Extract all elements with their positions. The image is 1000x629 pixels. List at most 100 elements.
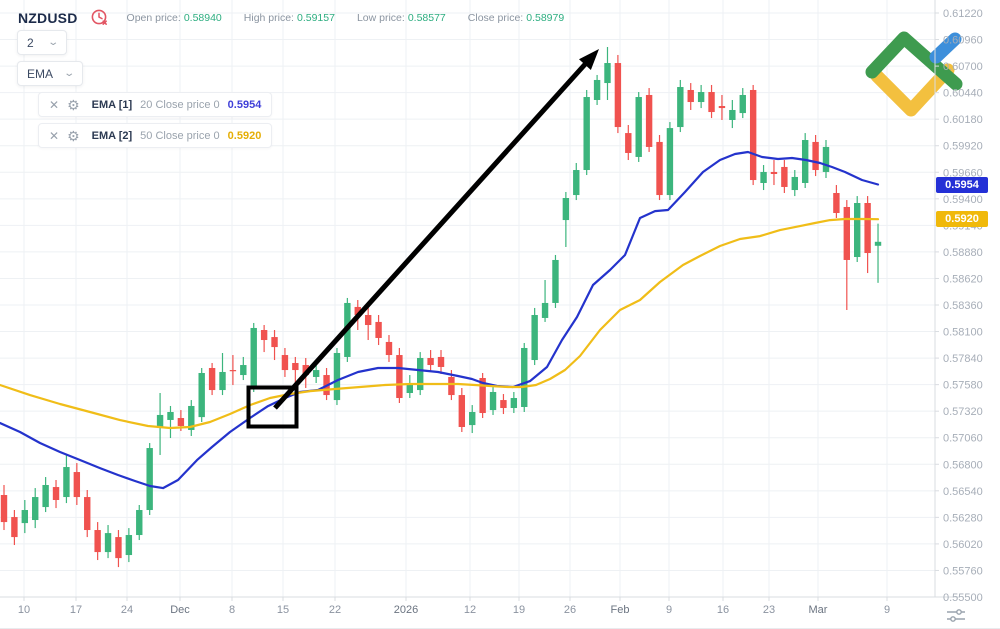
y-tick-label: 0.56020: [943, 539, 983, 551]
candle-body: [739, 94, 746, 114]
candle-body: [437, 356, 445, 367]
ema20-price-badge: 0.5954: [936, 177, 988, 193]
candle-body: [573, 170, 580, 196]
y-tick-label: 0.57060: [943, 433, 983, 445]
candle-body: [801, 140, 809, 183]
candle-body: [479, 378, 486, 414]
candle-body: [21, 510, 29, 524]
candle-body: [552, 259, 559, 303]
candle-body: [656, 141, 663, 196]
candle-body: [260, 330, 268, 341]
candle-body: [396, 355, 403, 399]
ema20-line: [0, 150, 880, 490]
x-tick-label: Feb: [611, 604, 630, 616]
y-tick-label: 0.59660: [943, 167, 983, 179]
candle-body: [489, 391, 497, 411]
candle-body: [583, 97, 590, 171]
x-tick-label: 12: [464, 604, 476, 616]
y-tick-label: 0.56540: [943, 486, 983, 498]
x-tick-label: 22: [329, 604, 341, 616]
candle-body: [427, 357, 434, 366]
candle-body: [687, 89, 694, 103]
candle-body: [198, 372, 205, 418]
close-icon[interactable]: ✕: [49, 97, 60, 112]
indicator-dropdown[interactable]: EMA ⌄: [17, 61, 83, 86]
x-tick-label: 2026: [394, 604, 418, 616]
candle-body: [375, 321, 382, 338]
candle-body: [697, 92, 705, 103]
logo-green-mark: [865, 31, 963, 91]
candle-body: [208, 367, 216, 391]
candle-body: [677, 87, 684, 128]
candle-body: [593, 79, 601, 100]
candle-body: [458, 395, 466, 428]
candle-body: [760, 171, 767, 183]
candle-body: [843, 206, 851, 260]
candle-body: [645, 94, 653, 147]
candle-body: [0, 495, 8, 523]
price-scale-settings-icon[interactable]: [946, 608, 966, 623]
x-tick-label: 9: [666, 604, 672, 616]
gear-icon[interactable]: ⚙: [67, 96, 80, 113]
chart-header: NZDUSD Open price: 0.58940 High price: 0.5…: [18, 8, 564, 27]
candle-body: [177, 418, 185, 426]
ema1-indicator-pill[interactable]: ✕ ⚙ EMA [1] 20 Close price 0 0.5954: [38, 92, 273, 117]
trend-arrow[interactable]: [273, 49, 599, 410]
highlight-rectangle[interactable]: [246, 385, 299, 429]
x-tick-label: 15: [277, 604, 289, 616]
candle-body: [302, 365, 309, 376]
candle-body: [11, 517, 18, 538]
candle-body: [104, 533, 112, 553]
candle-body: [666, 128, 674, 196]
grid: [0, 0, 935, 598]
candle-body: [136, 510, 143, 536]
candle-body: [531, 315, 538, 361]
candle-body: [73, 472, 81, 498]
candle-body: [417, 357, 424, 391]
candle-body: [219, 371, 226, 391]
ema2-indicator-pill[interactable]: ✕ ⚙ EMA [2] 50 Close price 0 0.5920: [38, 123, 273, 148]
y-tick-label: 0.57580: [943, 380, 983, 392]
candle-body: [562, 198, 570, 221]
trend-arrow-head: [578, 49, 599, 70]
candle-body: [333, 352, 341, 401]
ohlc-stats: Open price: 0.58940 High price: 0.59157 Lo…: [127, 12, 565, 24]
y-tick-label: 0.57320: [943, 406, 983, 418]
trend-arrow-line: [273, 59, 590, 410]
x-tick-label: 19: [513, 604, 525, 616]
candle-body: [635, 97, 642, 157]
x-tick-label: Dec: [170, 604, 190, 616]
chevron-down-icon: ⌄: [62, 68, 75, 79]
market-closed-clock-icon: [91, 9, 107, 25]
x-tick-label: 8: [229, 604, 235, 616]
litefinance-logo: [865, 31, 963, 117]
indicator-name: EMA [1]: [91, 98, 133, 111]
gear-icon[interactable]: ⚙: [67, 127, 80, 144]
y-tick-label: 0.58100: [943, 327, 983, 339]
candle-body: [271, 337, 278, 348]
x-tick-label: 24: [121, 604, 133, 616]
y-tick-label: 0.60700: [943, 61, 983, 73]
indicator-name: EMA [2]: [91, 129, 133, 142]
x-tick-label: 9: [884, 604, 890, 616]
close-icon[interactable]: ✕: [49, 128, 60, 143]
candle-body: [63, 467, 70, 498]
candle-body: [749, 89, 757, 181]
candle-body: [718, 106, 726, 109]
candle-body: [146, 448, 153, 511]
x-tick-label: 10: [18, 604, 30, 616]
timeframe-dropdown[interactable]: 2 ⌄: [17, 30, 67, 55]
candle-body: [94, 530, 101, 553]
y-tick-label: 0.60180: [943, 114, 983, 126]
y-axis-labels: 0.61220 0.60960 0.60700 0.60440 0.60180 0.599…: [935, 8, 983, 604]
candle-body: [864, 203, 871, 254]
indicator-dropdown-label: EMA: [27, 66, 54, 81]
y-tick-label: 0.59400: [943, 194, 983, 206]
x-tick-label: 23: [763, 604, 775, 616]
candle-body: [521, 347, 528, 407]
candle-body: [541, 302, 549, 318]
candle-body: [32, 497, 39, 521]
y-tick-label: 0.59920: [943, 141, 983, 153]
candle-body: [770, 171, 778, 175]
